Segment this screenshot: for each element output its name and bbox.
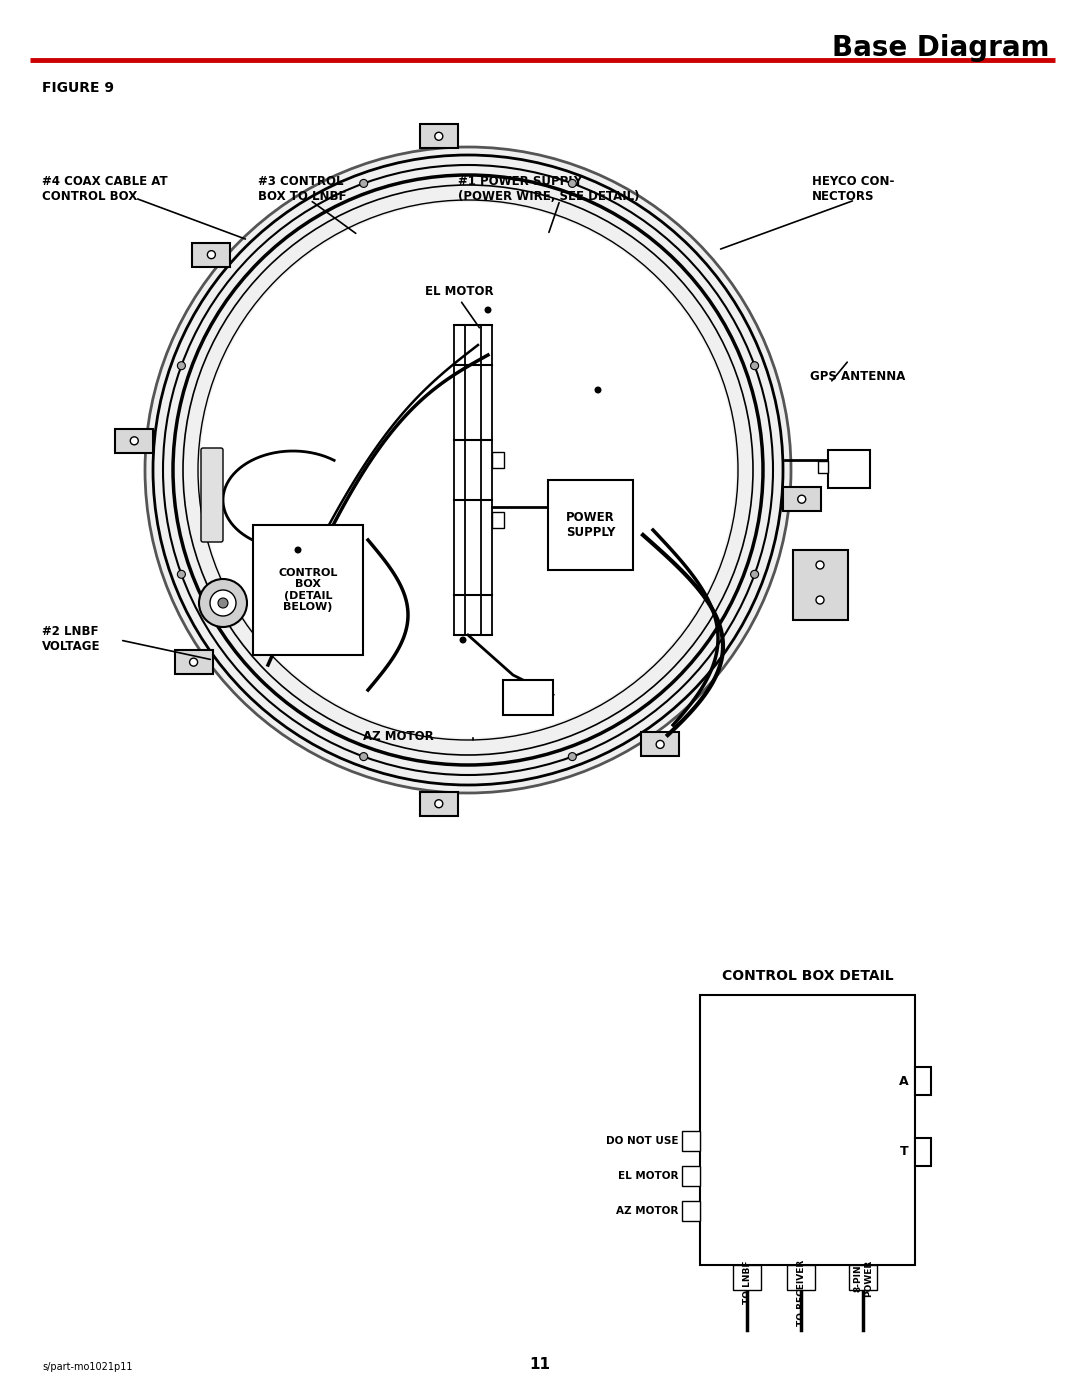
Text: A: A bbox=[900, 1074, 909, 1088]
Circle shape bbox=[295, 546, 301, 553]
Circle shape bbox=[201, 203, 735, 738]
Bar bbox=[793, 550, 848, 620]
Text: TO RECEIVER: TO RECEIVER bbox=[797, 1260, 806, 1326]
Bar bbox=[733, 1266, 761, 1289]
Text: TO LNBF: TO LNBF bbox=[743, 1260, 752, 1303]
Circle shape bbox=[568, 179, 577, 187]
Text: 8-PIN
POWER: 8-PIN POWER bbox=[853, 1260, 873, 1298]
Bar bbox=[681, 1130, 700, 1151]
FancyBboxPatch shape bbox=[201, 448, 222, 542]
Text: AZ MOTOR: AZ MOTOR bbox=[616, 1206, 678, 1215]
FancyBboxPatch shape bbox=[175, 650, 213, 675]
Circle shape bbox=[360, 753, 367, 760]
Bar bbox=[503, 680, 553, 715]
Text: FIGURE 9: FIGURE 9 bbox=[42, 81, 114, 95]
Bar bbox=[787, 1266, 815, 1289]
Circle shape bbox=[816, 597, 824, 604]
Bar bbox=[818, 461, 828, 474]
Text: 11: 11 bbox=[529, 1356, 551, 1372]
FancyBboxPatch shape bbox=[642, 732, 679, 756]
Bar bbox=[492, 453, 504, 468]
Bar bbox=[828, 450, 870, 488]
Circle shape bbox=[435, 799, 443, 807]
Bar bbox=[700, 995, 915, 1266]
Text: s/part-mo1021p11: s/part-mo1021p11 bbox=[42, 1362, 133, 1372]
Text: Base Diagram: Base Diagram bbox=[833, 34, 1050, 61]
FancyBboxPatch shape bbox=[420, 792, 458, 816]
Bar bbox=[253, 525, 363, 655]
Text: POWER
SUPPLY: POWER SUPPLY bbox=[566, 511, 616, 539]
Circle shape bbox=[816, 562, 824, 569]
Circle shape bbox=[751, 570, 758, 578]
Text: HEYCO CON-
NECTORS: HEYCO CON- NECTORS bbox=[812, 175, 894, 203]
Text: #1 POWER SUPPLY
(POWER WIRE, SEE DETAIL): #1 POWER SUPPLY (POWER WIRE, SEE DETAIL) bbox=[458, 175, 639, 203]
Text: GPS ANTENNA: GPS ANTENNA bbox=[810, 370, 905, 383]
Circle shape bbox=[145, 147, 791, 793]
Circle shape bbox=[435, 133, 443, 140]
Circle shape bbox=[751, 362, 758, 370]
Circle shape bbox=[360, 179, 367, 187]
Circle shape bbox=[131, 437, 138, 444]
Circle shape bbox=[207, 250, 215, 258]
Circle shape bbox=[218, 598, 228, 608]
Circle shape bbox=[200, 203, 735, 738]
Circle shape bbox=[177, 570, 186, 578]
Circle shape bbox=[568, 753, 577, 760]
Circle shape bbox=[594, 387, 602, 394]
Text: AZ MOTOR: AZ MOTOR bbox=[363, 731, 433, 743]
Text: #4 COAX CABLE AT
CONTROL BOX: #4 COAX CABLE AT CONTROL BOX bbox=[42, 175, 167, 203]
Circle shape bbox=[177, 362, 186, 370]
Circle shape bbox=[199, 578, 247, 627]
Bar bbox=[492, 511, 504, 528]
Bar bbox=[849, 1266, 877, 1289]
FancyBboxPatch shape bbox=[420, 124, 458, 148]
FancyBboxPatch shape bbox=[783, 488, 821, 511]
Text: #2 LNBF
VOLTAGE: #2 LNBF VOLTAGE bbox=[42, 624, 100, 652]
Bar bbox=[915, 1137, 931, 1165]
Circle shape bbox=[210, 590, 237, 616]
Circle shape bbox=[657, 740, 664, 749]
FancyBboxPatch shape bbox=[116, 429, 153, 453]
Circle shape bbox=[485, 306, 491, 313]
Circle shape bbox=[190, 658, 198, 666]
Bar bbox=[681, 1166, 700, 1186]
Text: CONTROL
BOX
(DETAIL
BELOW): CONTROL BOX (DETAIL BELOW) bbox=[279, 567, 338, 612]
Text: DO NOT USE: DO NOT USE bbox=[606, 1136, 678, 1146]
Text: EL MOTOR: EL MOTOR bbox=[618, 1171, 678, 1180]
Bar bbox=[548, 481, 633, 570]
Bar bbox=[681, 1201, 700, 1221]
Text: EL MOTOR: EL MOTOR bbox=[426, 285, 494, 298]
Text: CONTROL BOX DETAIL: CONTROL BOX DETAIL bbox=[721, 970, 893, 983]
Circle shape bbox=[798, 495, 806, 503]
FancyBboxPatch shape bbox=[192, 243, 230, 267]
Text: #3 CONTROL
BOX TO LNBF: #3 CONTROL BOX TO LNBF bbox=[258, 175, 347, 203]
Text: T: T bbox=[901, 1146, 909, 1158]
Bar bbox=[915, 1067, 931, 1095]
Circle shape bbox=[459, 637, 467, 644]
